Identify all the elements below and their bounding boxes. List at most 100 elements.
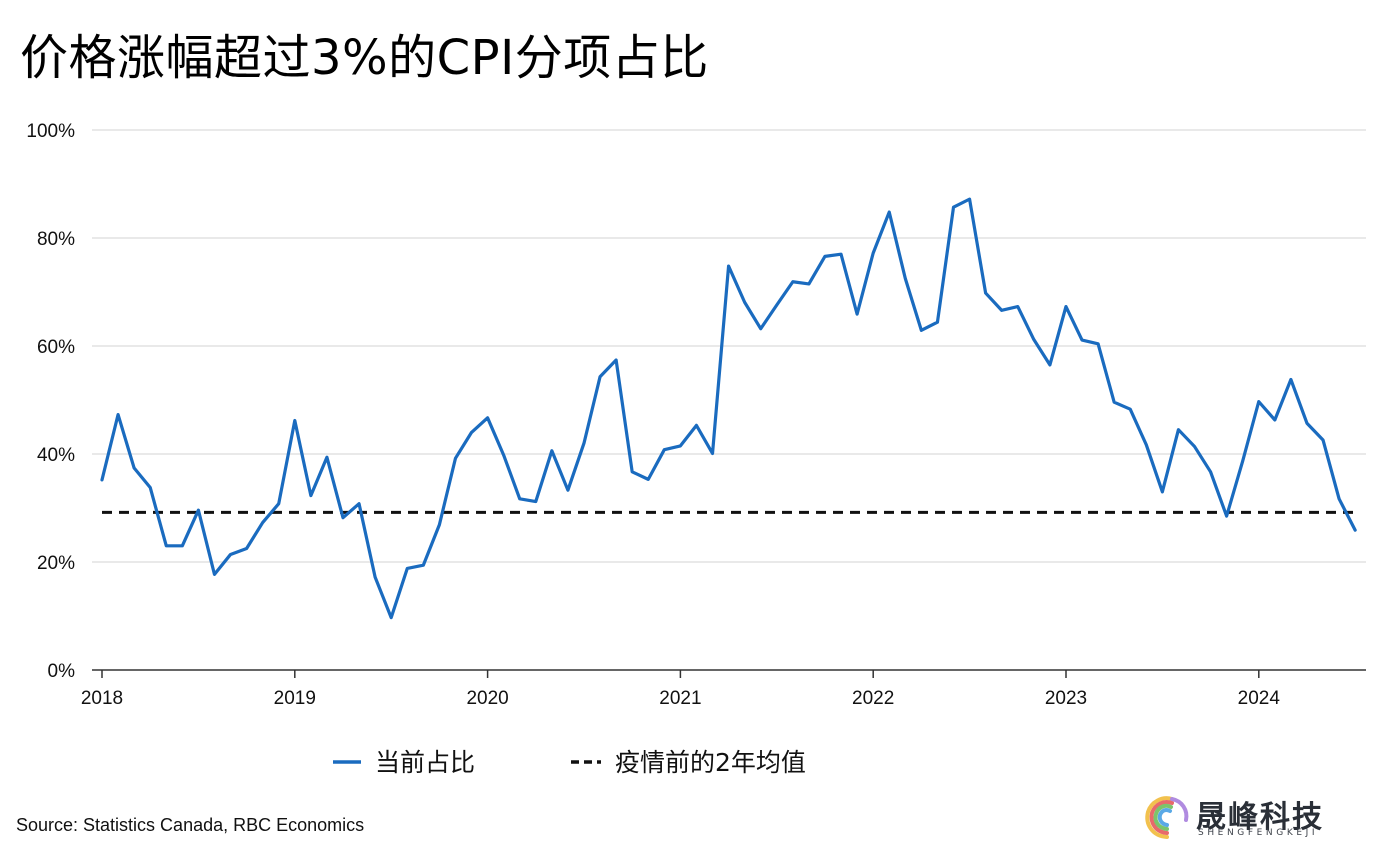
legend-label-baseline: 疫情前的2年均值 — [615, 748, 806, 777]
data-point — [181, 544, 184, 547]
data-point — [630, 470, 634, 474]
data-point — [711, 452, 714, 455]
data-point — [936, 321, 939, 324]
watermark-subtitle: SHENGFENGKEJI — [1198, 828, 1319, 838]
data-point — [1080, 338, 1084, 342]
data-points — [100, 197, 1357, 619]
x-tick-label: 2020 — [466, 688, 508, 709]
rainbow-swirl-icon — [1145, 796, 1189, 839]
data-point — [1209, 470, 1212, 474]
data-point — [743, 301, 746, 304]
data-point — [245, 547, 248, 550]
data-point — [422, 564, 425, 567]
data-point — [1225, 514, 1228, 518]
chart-title: 价格涨幅超过3%的CPI分项占比 — [20, 30, 709, 86]
data-point — [293, 419, 296, 422]
legend-label-current: 当前占比 — [375, 748, 475, 777]
data-point — [855, 312, 859, 316]
data-point — [502, 453, 505, 457]
data-point — [839, 253, 843, 256]
series-current-line — [100, 197, 1357, 620]
data-point — [100, 478, 104, 482]
data-point — [1161, 490, 1164, 493]
data-point — [1289, 378, 1293, 381]
data-point — [165, 544, 168, 547]
y-tick-label: 40% — [37, 445, 75, 466]
x-tick-label: 2023 — [1045, 688, 1087, 709]
data-point — [1353, 528, 1357, 532]
data-point — [389, 616, 393, 619]
data-point — [486, 416, 489, 420]
data-point — [647, 478, 650, 481]
data-point — [1032, 338, 1036, 341]
data-point — [727, 264, 730, 268]
watermark-logo: 晟峰科技 SHENGFENGKEJI — [1142, 792, 1342, 844]
data-point — [952, 206, 955, 209]
y-tick-label: 60% — [37, 337, 75, 358]
data-point — [1000, 309, 1003, 312]
data-point — [454, 457, 457, 460]
data-point — [309, 494, 313, 497]
data-point — [1337, 497, 1341, 501]
data-point — [904, 277, 907, 280]
data-point — [1145, 443, 1148, 447]
data-point — [534, 500, 537, 503]
data-point — [438, 523, 441, 526]
data-point — [566, 488, 570, 492]
data-point — [1064, 305, 1068, 308]
data-point — [791, 280, 795, 283]
source-note: Source: Statistics Canada, RBC Economics — [16, 815, 365, 835]
data-point — [373, 575, 377, 579]
series-group — [100, 197, 1357, 620]
data-point — [1321, 438, 1325, 442]
data-point — [598, 375, 602, 378]
data-point — [261, 521, 264, 524]
x-tick-label: 2024 — [1238, 688, 1281, 709]
x-axis: 2018 2019 2020 2021 2022 2023 2024 — [81, 669, 1366, 709]
y-tick-label: 20% — [37, 553, 75, 574]
data-point — [1273, 418, 1277, 422]
x-tick-label: 2019 — [274, 688, 316, 709]
data-point — [1177, 428, 1180, 431]
data-point — [582, 442, 586, 445]
data-point — [759, 327, 762, 330]
data-point — [1257, 400, 1260, 403]
data-point — [1112, 400, 1116, 404]
y-tick-label: 0% — [48, 661, 76, 682]
data-point — [341, 516, 345, 519]
x-tick-label: 2021 — [659, 688, 701, 709]
data-point — [518, 497, 521, 501]
data-point — [775, 303, 778, 307]
legend: 当前占比 疫情前的2年均值 — [333, 748, 806, 777]
data-point — [197, 508, 200, 512]
data-point — [871, 251, 875, 255]
x-tick-label: 2018 — [81, 688, 123, 709]
data-point — [984, 291, 987, 295]
data-point — [614, 358, 618, 362]
data-point — [213, 573, 216, 576]
data-point — [550, 449, 554, 452]
y-tick-label: 100% — [26, 121, 75, 142]
data-point — [325, 456, 329, 459]
y-axis: 0% 20% 40% 60% 80% 100% — [26, 121, 75, 682]
data-point — [1241, 459, 1244, 463]
data-point — [1016, 305, 1019, 308]
data-point — [1305, 422, 1309, 425]
data-point — [406, 567, 409, 570]
data-point — [470, 431, 473, 434]
data-point — [1096, 342, 1100, 346]
data-point — [1048, 363, 1052, 367]
data-point — [888, 210, 891, 214]
y-tick-label: 80% — [37, 229, 75, 250]
watermark-name: 晟峰科技 — [1196, 800, 1324, 835]
data-point — [920, 329, 923, 332]
data-point — [1193, 445, 1196, 448]
data-point — [823, 255, 827, 258]
data-point — [148, 486, 152, 489]
data-point — [277, 502, 280, 505]
data-point — [695, 424, 698, 427]
data-point — [132, 466, 136, 470]
x-tick-label: 2022 — [852, 688, 894, 709]
data-point — [357, 502, 361, 505]
